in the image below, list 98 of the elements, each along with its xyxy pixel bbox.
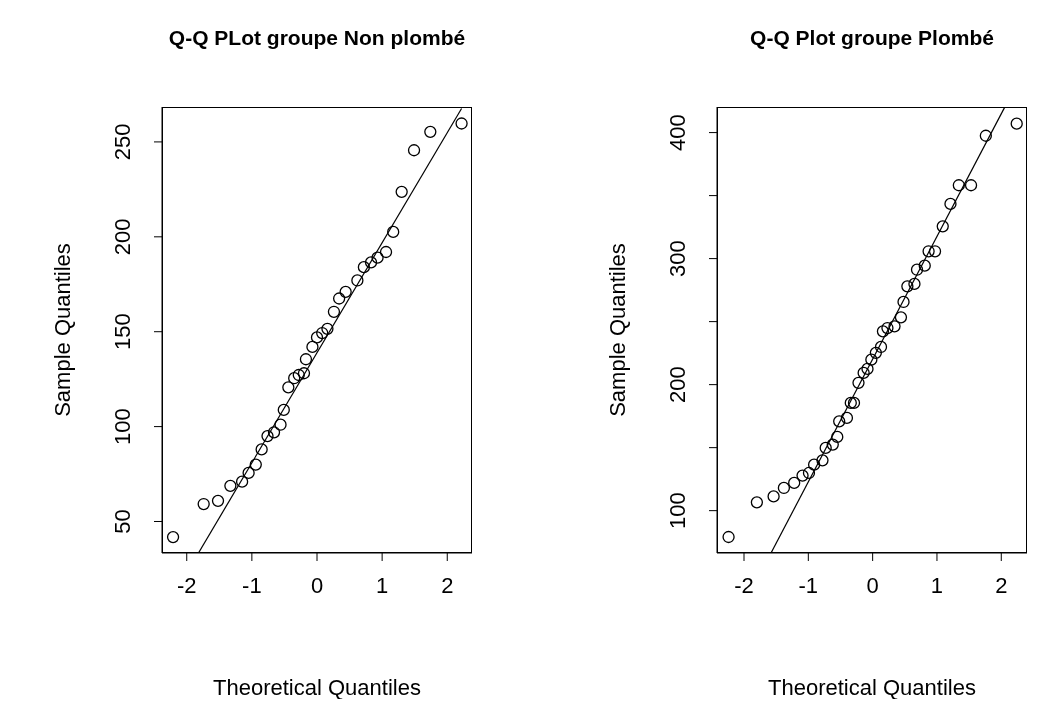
point (807, 458, 821, 471)
point (364, 256, 378, 269)
point (840, 411, 854, 425)
y-axis-title: Sample Quantiles (604, 243, 630, 417)
point (918, 259, 931, 272)
point (910, 263, 924, 276)
point (1010, 117, 1023, 130)
x-tick-label: 1 (376, 573, 389, 598)
y-tick-label: 250 (110, 123, 135, 161)
point (928, 245, 942, 258)
y-tick-label: 100 (665, 492, 690, 530)
point (197, 497, 210, 511)
point (816, 454, 829, 467)
point (327, 305, 341, 318)
point (277, 403, 290, 417)
x-tick-label: 1 (930, 573, 944, 598)
point (299, 353, 313, 366)
chart-title: Q-Q PLot groupe Non plombé (167, 26, 467, 50)
point (901, 280, 914, 293)
point (211, 494, 225, 507)
x-tick-label: -2 (176, 573, 197, 598)
point (888, 320, 901, 333)
x-tick-label: 0 (310, 573, 324, 598)
point (297, 367, 311, 380)
point (831, 430, 844, 444)
point (936, 220, 949, 233)
point (964, 179, 978, 192)
y-tick-label: 50 (110, 509, 135, 534)
point (869, 346, 883, 360)
x-tick-label: -2 (734, 573, 754, 598)
point (310, 331, 324, 344)
point (316, 326, 329, 340)
point (255, 443, 268, 456)
point (235, 475, 249, 488)
point (819, 441, 832, 455)
y-tick-label: 150 (110, 313, 135, 351)
point (922, 245, 935, 258)
point (750, 496, 764, 509)
point (351, 274, 364, 287)
point (332, 292, 346, 305)
point (267, 426, 281, 439)
y-axis-title: Sample Quantiles (49, 243, 75, 417)
point (306, 340, 319, 354)
point (288, 372, 301, 385)
point (371, 251, 384, 264)
point (395, 185, 408, 198)
point (861, 362, 874, 376)
x-tick-label: -1 (242, 573, 262, 598)
point (881, 321, 894, 335)
point (767, 490, 780, 503)
y-tick-label: 200 (110, 218, 135, 256)
point (455, 117, 468, 130)
point (802, 466, 816, 480)
point (908, 277, 921, 291)
x-tick-label: -1 (798, 573, 819, 598)
point (274, 418, 287, 431)
point (833, 415, 846, 428)
point (249, 458, 262, 471)
point (292, 368, 305, 382)
point (321, 322, 334, 336)
y-tick-label: 100 (110, 408, 135, 445)
x-axis-title: Theoretical Quantiles (213, 675, 421, 700)
point (952, 179, 965, 192)
point (876, 325, 890, 338)
point (788, 476, 801, 490)
point (857, 366, 870, 380)
point (379, 245, 393, 259)
point (261, 429, 274, 443)
x-tick-label: 0 (866, 573, 879, 598)
point (865, 353, 878, 366)
point (847, 396, 861, 410)
x-axis-title: Theoretical Quantiles (768, 675, 976, 700)
point (826, 438, 839, 451)
point (242, 466, 255, 480)
y-tick-label: 200 (665, 366, 690, 403)
point (282, 381, 295, 394)
point (166, 530, 180, 544)
point (944, 197, 957, 211)
point (224, 479, 237, 492)
point (407, 144, 421, 157)
point (844, 396, 857, 410)
point (796, 469, 809, 482)
y-tick-label: 400 (665, 114, 690, 151)
point (387, 225, 400, 239)
x-tick-label: 2 (995, 573, 1008, 598)
point (357, 261, 371, 274)
point (424, 125, 437, 139)
point (874, 340, 888, 354)
point (339, 285, 352, 298)
point (722, 530, 735, 544)
point (979, 129, 992, 142)
point (894, 311, 908, 324)
point (777, 481, 791, 495)
point (897, 295, 910, 309)
y-tick-label: 300 (665, 240, 690, 277)
point (852, 376, 865, 390)
x-tick-label: 2 (441, 573, 454, 598)
chart-title: Q-Q Plot groupe Plombé (749, 26, 995, 50)
